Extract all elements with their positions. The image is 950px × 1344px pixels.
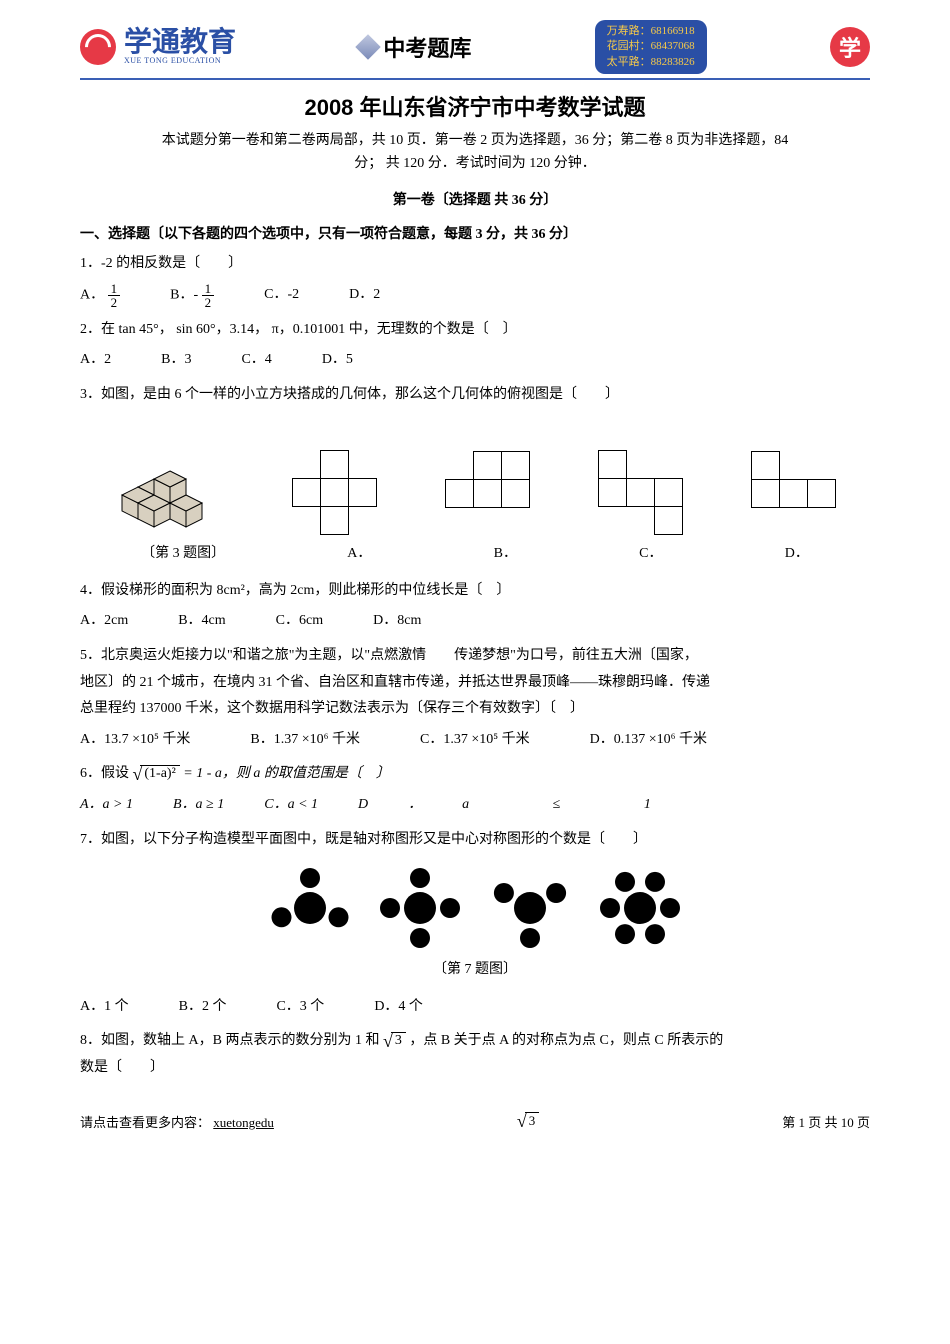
q1-opt-b: B．- 12 <box>170 282 214 309</box>
q6-options: A．a > 1 B．a ≥ 1 C．a < 1 D．a ≤ 1 <box>80 792 870 819</box>
badge-icon: 学 <box>830 27 870 67</box>
molecule-icon <box>595 863 685 953</box>
iso-cubes-icon <box>114 425 224 536</box>
q5-opt-b: B．1.37 ×10⁶ 千米 <box>250 727 360 754</box>
q2-opt-a: A．2 <box>80 347 111 374</box>
section-title: 一、选择题〔以下各题的四个选项中，只有一项符合题意，每题 3 分，共 36 分〕 <box>80 223 870 243</box>
logo-en: XUE TONG EDUCATION <box>124 57 236 65</box>
q3-label-a: A． <box>347 541 371 568</box>
q4-opt-a: A．2cm <box>80 608 128 635</box>
q7-stem: 7．如图，以下分子构造模型平面图中，既是轴对称图形又是中心对称图形的个数是〔 〕 <box>80 827 870 854</box>
logo-block: 学通教育 XUE TONG EDUCATION <box>80 29 236 65</box>
sqrt-icon: √(1-a)² <box>133 765 180 783</box>
footer-link[interactable]: xuetongedu <box>213 1115 274 1130</box>
question-2: 2．在 tan 45°， sin 60°，3.14， π，0.101001 中，… <box>80 317 870 374</box>
q3-grid-b <box>445 451 530 536</box>
q1-opt-d: D．2 <box>349 282 380 309</box>
logo-cn: 学通教育 <box>124 29 236 57</box>
q6-opt-c: C．a < 1 <box>264 792 318 819</box>
sqrt-icon: √3 <box>517 1112 539 1130</box>
logo-icon <box>80 29 116 65</box>
diamond-icon <box>356 34 381 59</box>
q3-grid-c <box>598 450 683 535</box>
q5-stem1: 5．北京奥运火炬接力以"和谐之旅"为主题，以"点燃激情 传递梦想"为口号，前往五… <box>80 643 870 670</box>
q7-opt-c: C．3 个 <box>276 994 324 1021</box>
q4-opt-d: D．8cm <box>373 608 421 635</box>
q7-opt-b: B．2 个 <box>179 994 227 1021</box>
q3-label-d: D． <box>785 541 809 568</box>
q5-options: A．13.7 ×10⁵ 千米 B．1.37 ×10⁶ 千米 C．1.37 ×10… <box>80 727 870 754</box>
exam-bank: 中考题库 <box>359 31 471 63</box>
q5-stem3: 总里程约 137000 千米，这个数据用科学记数法表示为〔保存三个有效数字〕〔 … <box>80 696 870 723</box>
q8-stem2: 数是〔 〕 <box>80 1055 870 1082</box>
q5-stem2: 地区〕的 21 个城市，在境内 31 个省、自治区和直辖市传递，并抵达世界最顶峰… <box>80 670 870 697</box>
q6-opt-d: D．a ≤ 1 <box>358 792 691 819</box>
q4-opt-b: B．4cm <box>178 608 225 635</box>
q3-caption: 〔第 3 题图〕 <box>141 541 225 568</box>
exam-bank-text: 中考题库 <box>383 31 471 63</box>
q3-labels: 〔第 3 题图〕 A． B． C． D． <box>80 541 870 568</box>
q7-opt-d: D．4 个 <box>374 994 423 1021</box>
q7-options: A．1 个 B．2 个 C．3 个 D．4 个 <box>80 994 870 1021</box>
q6-opt-a: A．a > 1 <box>80 792 133 819</box>
question-3: 3．如图，是由 6 个一样的小立方块搭成的几何体，那么这个几何体的俯视图是〔 〕… <box>80 382 870 568</box>
question-5: 5．北京奥运火炬接力以"和谐之旅"为主题，以"点燃激情 传递梦想"为口号，前往五… <box>80 643 870 753</box>
molecule-icon <box>265 863 355 953</box>
molecule-row <box>80 863 870 953</box>
q2-opt-b: B．3 <box>161 347 191 374</box>
question-8: 8．如图，数轴上 A，B 两点表示的数分别为 1 和 √3 ，点 B 关于点 A… <box>80 1028 870 1081</box>
q4-opt-c: C．6cm <box>276 608 323 635</box>
q2-options: A．2 B．3 C．4 D．5 <box>80 347 870 374</box>
contact-line: 花园村：68437068 <box>607 39 695 54</box>
q2-opt-c: C．4 <box>241 347 271 374</box>
footer-right: 第 1 页 共 10 页 <box>782 1112 870 1131</box>
q1-stem: 1．-2 的相反数是〔 〕 <box>80 251 870 278</box>
q3-grid-d <box>751 451 836 536</box>
header-banner: 学通教育 XUE TONG EDUCATION 中考题库 万寿路：6816691… <box>80 20 870 80</box>
page-title: 2008 年山东省济宁市中考数学试题 <box>80 90 870 122</box>
q4-options: A．2cm B．4cm C．6cm D．8cm <box>80 608 870 635</box>
footer-left: 请点击查看更多内容： xuetongedu <box>80 1112 274 1131</box>
q7-caption: 〔第 7 题图〕 <box>80 957 870 984</box>
q3-figures <box>80 425 870 536</box>
q5-opt-d: D．0.137 ×10⁶ 千米 <box>590 727 707 754</box>
q8-stem: 8．如图，数轴上 A，B 两点表示的数分别为 1 和 √3 ，点 B 关于点 A… <box>80 1028 870 1055</box>
question-6: 6．假设 √(1-a)² = 1 - a，则 a 的取值范围是〔 〕 A．a >… <box>80 761 870 818</box>
contact-line: 太平路：88283826 <box>607 55 695 70</box>
molecule-icon <box>375 863 465 953</box>
q6-opt-b: B．a ≥ 1 <box>173 792 224 819</box>
contact-block: 万寿路：68166918 花园村：68437068 太平路：88283826 <box>595 20 707 74</box>
molecule-icon <box>485 863 575 953</box>
q3-label-c: C． <box>639 541 662 568</box>
q4-stem: 4．假设梯形的面积为 8cm²，高为 2cm，则此梯形的中位线长是〔 〕 <box>80 578 870 605</box>
contact-line: 万寿路：68166918 <box>607 24 695 39</box>
footer: 请点击查看更多内容： xuetongedu √3 第 1 页 共 10 页 <box>80 1112 870 1131</box>
q3-label-b: B． <box>494 541 517 568</box>
q1-opt-a: A． 12 <box>80 282 120 309</box>
q1-opt-c: C．-2 <box>264 282 299 309</box>
q1-options: A． 12 B．- 12 C．-2 D．2 <box>80 282 870 309</box>
question-4: 4．假设梯形的面积为 8cm²，高为 2cm，则此梯形的中位线长是〔 〕 A．2… <box>80 578 870 635</box>
intro-text: 本试题分第一卷和第二卷两局部，共 10 页．第一卷 2 页为选择题，36 分；第… <box>80 130 870 175</box>
q6-stem: 6．假设 √(1-a)² = 1 - a，则 a 的取值范围是〔 〕 <box>80 761 870 788</box>
question-7: 7．如图，以下分子构造模型平面图中，既是轴对称图形又是中心对称图形的个数是〔 〕… <box>80 827 870 1021</box>
q3-stem: 3．如图，是由 6 个一样的小立方块搭成的几何体，那么这个几何体的俯视图是〔 〕 <box>80 382 870 409</box>
q5-opt-c: C．1.37 ×10⁵ 千米 <box>420 727 530 754</box>
volume-title: 第一卷〔选择题 共 36 分〕 <box>80 189 870 209</box>
q3-grid-a <box>292 450 377 535</box>
q5-opt-a: A．13.7 ×10⁵ 千米 <box>80 727 190 754</box>
sqrt-icon: √3 <box>383 1032 406 1050</box>
question-1: 1．-2 的相反数是〔 〕 A． 12 B．- 12 C．-2 D．2 <box>80 251 870 309</box>
q7-opt-a: A．1 个 <box>80 994 129 1021</box>
q2-stem: 2．在 tan 45°， sin 60°，3.14， π，0.101001 中，… <box>80 317 870 344</box>
q2-opt-d: D．5 <box>322 347 353 374</box>
